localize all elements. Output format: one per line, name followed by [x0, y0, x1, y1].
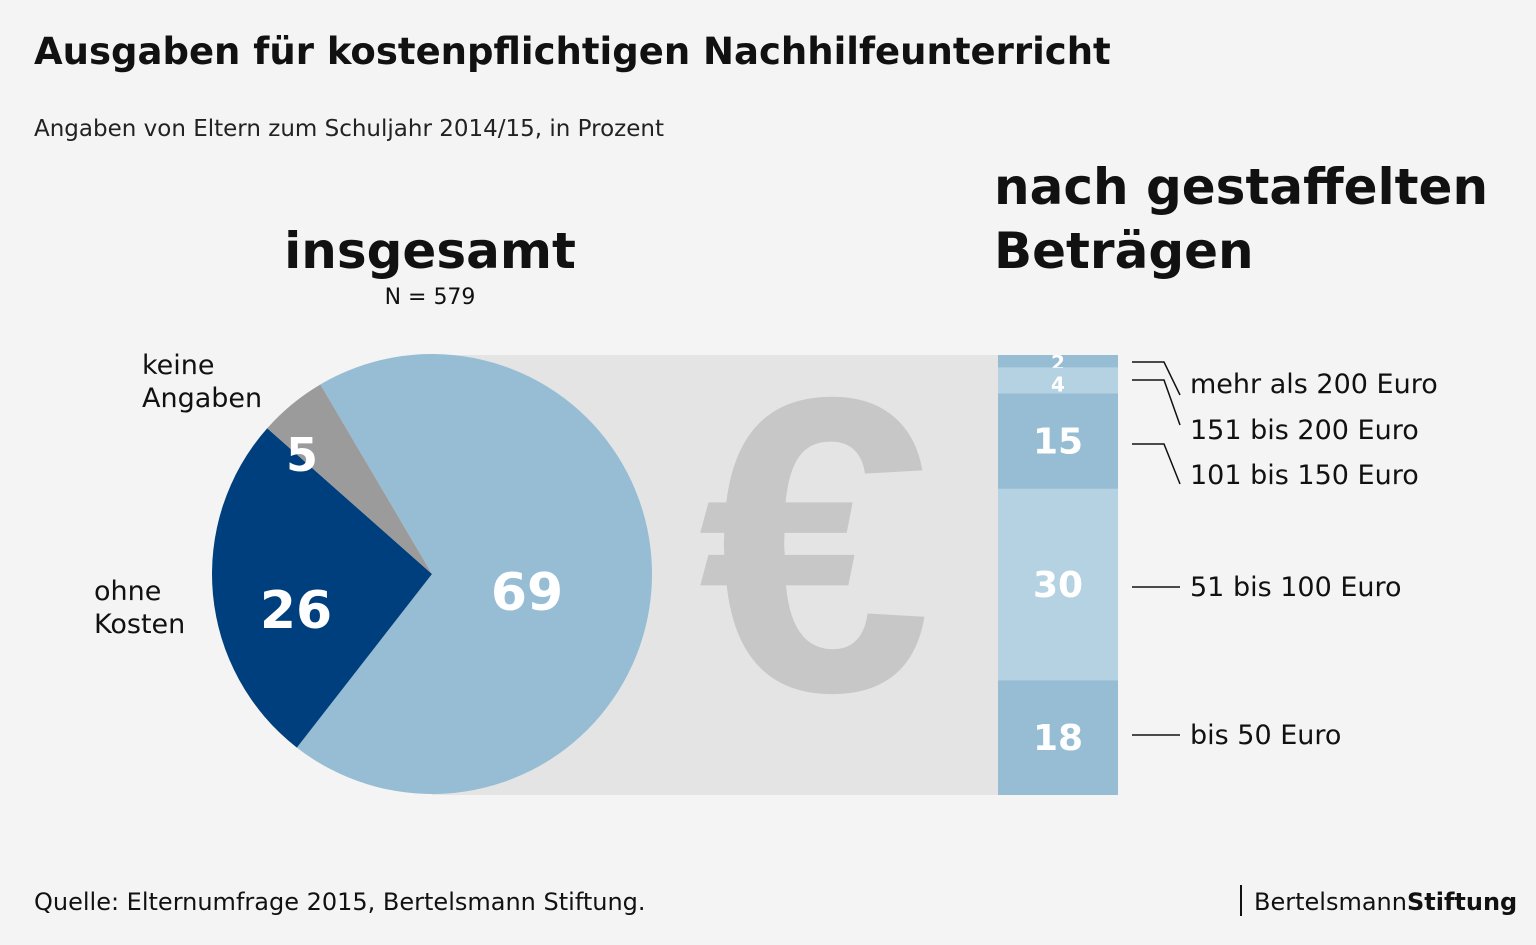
bar-value-label: 15	[1033, 422, 1083, 463]
pie-category-label: ohne Kosten	[94, 576, 185, 640]
bar-category-label: 101 bis 150 Euro	[1190, 460, 1419, 491]
bar-value-label: 30	[1033, 565, 1083, 606]
bar-segment	[998, 680, 1118, 795]
leader-line	[1132, 361, 1181, 396]
pie-slice	[267, 384, 432, 574]
bar-category-label: 51 bis 100 Euro	[1190, 572, 1402, 603]
chart-title: Ausgaben für kostenpflichtigen Nachhilfe…	[34, 30, 1111, 73]
euro-icon: €	[698, 311, 932, 780]
bar-title-line1: nach gestaffelten	[994, 158, 1488, 216]
bar-segment	[998, 367, 1118, 394]
bar-segment	[998, 488, 1118, 681]
bar-category-label: bis 50 Euro	[1190, 720, 1341, 751]
pie-value-label: 5	[286, 428, 318, 482]
pie-category-label: keine Angaben	[142, 350, 262, 414]
logo: BertelsmannStiftung	[1254, 888, 1517, 916]
bar-category-label: 151 bis 200 Euro	[1190, 415, 1419, 446]
pie-chart: 69 26 ohne Kosten 5 keine Angaben	[94, 350, 652, 794]
pie-value-label: 26	[260, 581, 332, 641]
bar-value-label: 4	[1051, 372, 1065, 396]
bar-segment	[998, 393, 1118, 489]
pie-slice	[296, 354, 652, 794]
chart-subtitle: Angaben von Eltern zum Schuljahr 2014/15…	[34, 116, 664, 142]
pie-n: N = 579	[385, 285, 476, 310]
pie-title: insgesamt	[284, 222, 576, 280]
bar-segment	[998, 355, 1118, 368]
pie-slice	[211, 428, 432, 748]
pie-value-label: 69	[491, 563, 563, 623]
source-note: Quelle: Elternumfrage 2015, Bertelsmann …	[34, 888, 646, 916]
logo-part1: Bertelsmann	[1254, 888, 1407, 916]
bar-category-label: mehr als 200 Euro	[1190, 369, 1438, 400]
leader-line	[1132, 443, 1181, 485]
leader-line	[1132, 379, 1181, 426]
bar-value-label: 18	[1033, 718, 1083, 759]
logo-part2: Stiftung	[1407, 888, 1517, 916]
bar-title-line2: Beträgen	[994, 222, 1254, 280]
